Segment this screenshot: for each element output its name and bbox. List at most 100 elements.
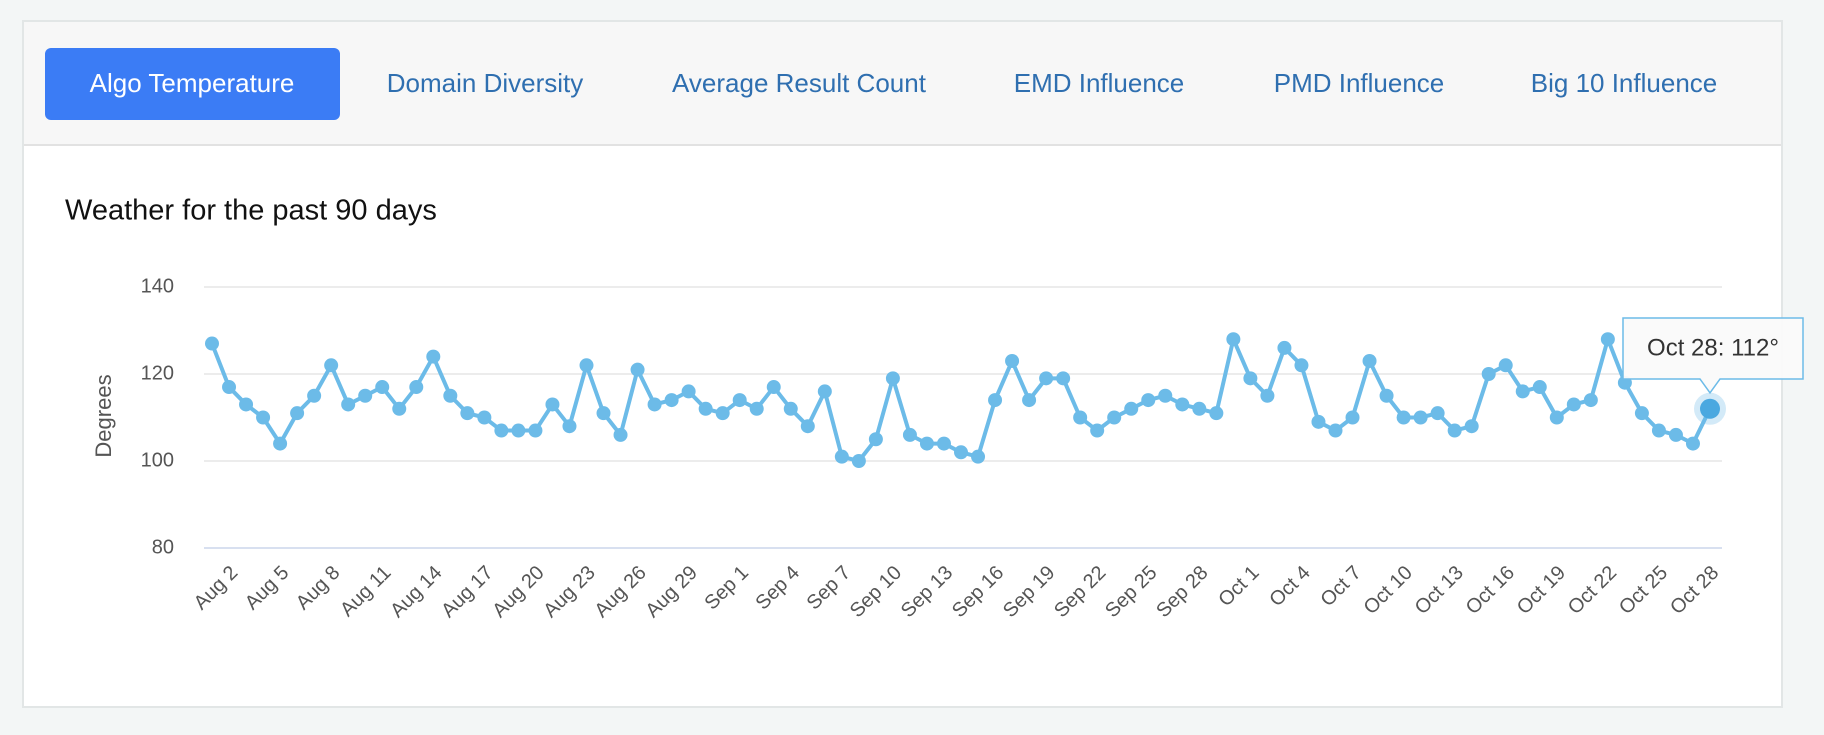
chart-title: Weather for the past 90 days <box>65 195 437 227</box>
point <box>1073 410 1088 425</box>
point <box>1141 393 1156 408</box>
point <box>239 397 254 412</box>
point <box>936 436 951 451</box>
point <box>1668 427 1683 442</box>
point <box>1158 388 1173 403</box>
point <box>1294 358 1309 373</box>
y-axis-label: Degrees <box>91 374 116 457</box>
point <box>477 410 492 425</box>
tab-active-bg[interactable] <box>45 48 340 120</box>
point <box>868 432 883 447</box>
point <box>1362 353 1377 368</box>
point <box>988 393 1003 408</box>
point <box>1515 384 1530 399</box>
point <box>562 419 577 434</box>
point <box>1685 436 1700 451</box>
point <box>1022 393 1037 408</box>
tab-label[interactable]: Big 10 Influence <box>1531 68 1717 98</box>
point <box>392 401 407 416</box>
point <box>1209 406 1224 421</box>
tab-label[interactable]: Domain Diversity <box>387 68 584 98</box>
point <box>1039 371 1054 386</box>
tab-label[interactable]: Algo Temperature <box>90 68 295 98</box>
point <box>1226 332 1241 347</box>
point <box>1311 414 1326 429</box>
point <box>954 445 968 460</box>
y-tick-label: 100 <box>141 449 174 471</box>
point <box>613 427 628 442</box>
point <box>1413 410 1428 425</box>
point <box>885 371 900 386</box>
y-tick-label: 140 <box>141 275 174 297</box>
point <box>375 380 390 395</box>
point <box>1634 406 1649 421</box>
point <box>1379 388 1394 403</box>
point <box>698 401 713 416</box>
point <box>664 393 679 408</box>
point <box>290 406 305 421</box>
point <box>800 419 815 434</box>
tab[interactable]: Domain Diversity <box>387 68 584 98</box>
point <box>766 380 781 395</box>
tab[interactable]: PMD Influence <box>1274 68 1445 98</box>
tab[interactable]: Average Result Count <box>672 68 927 98</box>
point <box>1498 358 1513 373</box>
point <box>307 388 322 403</box>
point <box>579 358 594 373</box>
point <box>341 397 356 412</box>
point <box>1566 397 1581 412</box>
point <box>1328 423 1343 438</box>
point <box>1396 410 1411 425</box>
point <box>1651 423 1666 438</box>
point <box>222 380 237 395</box>
point <box>1124 401 1139 416</box>
point <box>1600 332 1615 347</box>
point <box>409 380 424 395</box>
point <box>1056 371 1071 386</box>
point <box>511 423 526 438</box>
tab-label[interactable]: EMD Influence <box>1014 68 1185 98</box>
point <box>1447 423 1462 438</box>
tab-label[interactable]: PMD Influence <box>1274 68 1445 98</box>
tab[interactable]: EMD Influence <box>1014 68 1185 98</box>
point <box>1345 410 1360 425</box>
point <box>443 388 458 403</box>
y-tick-label: 120 <box>141 362 174 384</box>
point <box>715 406 730 421</box>
point <box>647 397 662 412</box>
tooltip-box <box>1622 317 1804 395</box>
point <box>256 410 271 425</box>
point <box>1260 388 1275 403</box>
point <box>902 427 917 442</box>
point <box>1005 353 1020 368</box>
point <box>460 406 475 421</box>
point <box>783 401 798 416</box>
y-tick-label: 80 <box>152 536 174 558</box>
point <box>324 358 339 373</box>
point <box>630 362 645 377</box>
tab-label[interactable]: Average Result Count <box>672 68 927 98</box>
point <box>1583 393 1598 408</box>
point <box>1700 398 1720 419</box>
point <box>749 401 764 416</box>
tab[interactable]: Algo Temperature <box>45 48 340 120</box>
point <box>1192 401 1207 416</box>
point <box>1430 406 1445 421</box>
point <box>1243 371 1258 386</box>
tab[interactable]: Big 10 Influence <box>1531 68 1717 98</box>
point <box>205 336 219 351</box>
point <box>1107 410 1122 425</box>
point <box>732 393 747 408</box>
tabs: Algo Temperature Domain Diversity Average … <box>45 48 1717 120</box>
tooltip-text: Oct 28: 112° <box>1647 334 1779 361</box>
point <box>273 436 288 451</box>
point <box>1464 419 1479 434</box>
point <box>426 349 441 364</box>
point <box>1481 367 1496 381</box>
point <box>817 384 832 399</box>
point <box>681 384 696 399</box>
point <box>834 449 849 464</box>
point <box>1277 340 1292 355</box>
point <box>358 388 373 403</box>
point <box>971 449 986 464</box>
